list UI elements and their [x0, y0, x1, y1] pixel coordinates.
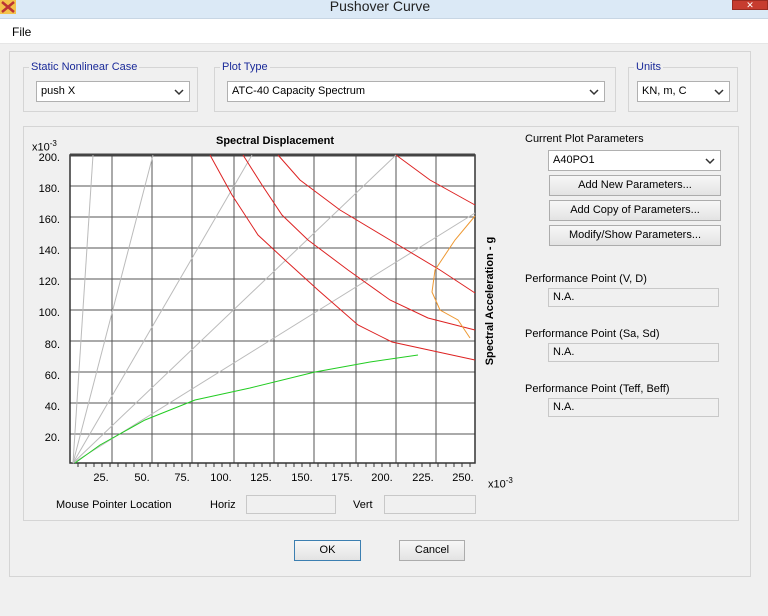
x-tick: 25.: [93, 472, 109, 484]
axis-ticks: [77, 463, 471, 467]
horiz-field: [246, 495, 336, 514]
demand-spectrum-curve: [242, 154, 476, 331]
demand-curves: [209, 154, 476, 361]
demand-spectrum-curve: [277, 154, 476, 294]
perf-sasd-label: Performance Point (Sa, Sd): [525, 328, 660, 340]
app-icon: [0, 0, 16, 14]
ok-button[interactable]: OK: [294, 540, 361, 561]
plot-type-select-value: ATC-40 Capacity Spectrum: [232, 85, 366, 97]
chevron-down-icon: [589, 89, 599, 96]
add-copy-parameters-button[interactable]: Add Copy of Parameters...: [549, 200, 721, 221]
perf-teff-label: Performance Point (Teff, Beff): [525, 383, 670, 395]
cancel-button[interactable]: Cancel: [399, 540, 465, 561]
mouse-location-label: Mouse Pointer Location: [56, 499, 172, 511]
add-new-parameters-button[interactable]: Add New Parameters...: [549, 175, 721, 196]
plot-type-group: [214, 67, 616, 112]
capacity-curve: [74, 354, 419, 464]
menu-bar: File: [0, 19, 768, 44]
params-select[interactable]: A40PO1: [548, 150, 721, 171]
demand-spectrum-curve: [395, 154, 476, 206]
y-tick: 60.: [44, 370, 60, 382]
case-select[interactable]: push X: [36, 81, 190, 102]
plot-top-label: Spectral Displacement: [216, 135, 334, 147]
radial-period-line: [72, 154, 154, 464]
close-button[interactable]: ✕: [732, 0, 768, 10]
x-tick: 200.: [371, 472, 393, 484]
x-tick: 100.: [210, 472, 232, 484]
params-label: Current Plot Parameters: [525, 133, 644, 145]
chevron-down-icon: [705, 158, 715, 165]
perf-sasd-field: N.A.: [548, 343, 719, 362]
x-tick: 175.: [331, 472, 353, 484]
vert-field: [384, 495, 476, 514]
x-tick: 125.: [250, 472, 272, 484]
y-tick: 160.: [38, 214, 60, 226]
plot-side-label: Spectral Acceleration - g: [484, 236, 496, 366]
units-group-label: Units: [634, 61, 664, 73]
x-tick: 75.: [174, 472, 190, 484]
main-frame: [9, 51, 751, 577]
case-group-label: Static Nonlinear Case: [29, 61, 140, 73]
y-tick: 140.: [38, 245, 60, 257]
title-bar: Pushover Curve: [0, 0, 768, 19]
menu-file[interactable]: File: [12, 25, 32, 39]
case-select-value: push X: [41, 85, 76, 97]
plot-type-group-label: Plot Type: [220, 61, 270, 73]
y-tick: 100.: [38, 307, 60, 319]
y-tick: 120.: [38, 276, 60, 288]
demand-spectrum-curve: [209, 154, 476, 361]
y-tick: 180.: [38, 183, 60, 195]
units-select[interactable]: KN, m, C: [637, 81, 730, 102]
y-multiplier: x10-3: [32, 139, 57, 154]
perf-teff-field: N.A.: [548, 398, 719, 417]
vert-label: Vert: [353, 499, 373, 511]
x-tick: 50.: [134, 472, 150, 484]
plot-background: [70, 155, 475, 463]
grid-lines: [70, 155, 475, 463]
x-tick: 150.: [291, 472, 313, 484]
radial-period-line: [72, 154, 253, 464]
params-select-value: A40PO1: [553, 154, 595, 166]
pushover-plot[interactable]: [64, 152, 478, 468]
x-tick: 250.: [452, 472, 474, 484]
chevron-down-icon: [714, 89, 724, 96]
radial-period-line: [72, 154, 397, 464]
performance-curve: [431, 215, 476, 339]
x-tick: 225.: [412, 472, 434, 484]
horiz-label: Horiz: [210, 499, 236, 511]
y-tick: 80.: [44, 339, 60, 351]
radial-lines: [72, 154, 476, 464]
radial-period-line: [72, 212, 476, 464]
radial-period-line: [72, 154, 94, 464]
perf-vd-label: Performance Point (V, D): [525, 273, 647, 285]
modify-show-parameters-button[interactable]: Modify/Show Parameters...: [549, 225, 721, 246]
y-tick: 20.: [44, 432, 60, 444]
x-multiplier: x10-3: [488, 476, 513, 491]
window-title: Pushover Curve: [329, 0, 431, 14]
perf-vd-field: N.A.: [548, 288, 719, 307]
plot-group: [23, 126, 739, 521]
units-select-value: KN, m, C: [642, 85, 687, 97]
chevron-down-icon: [174, 89, 184, 96]
close-icon: ✕: [746, 0, 754, 10]
y-tick: 40.: [44, 401, 60, 413]
y-tick: 200.: [38, 152, 60, 164]
plot-type-select[interactable]: ATC-40 Capacity Spectrum: [227, 81, 605, 102]
units-group: [628, 67, 738, 112]
